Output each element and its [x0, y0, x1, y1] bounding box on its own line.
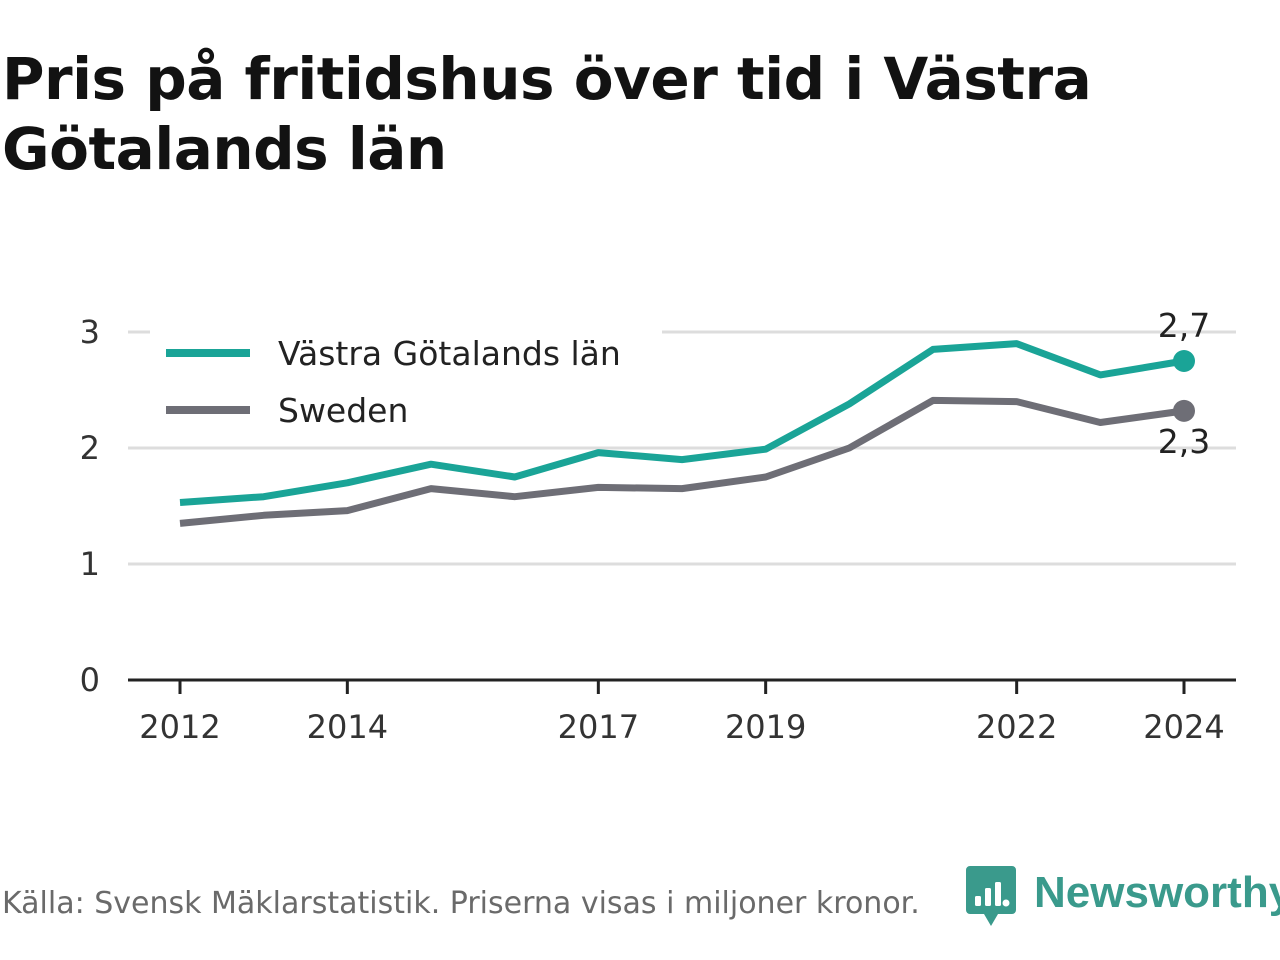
line-chart: 0 1 2 3 2012 2014 2017 2019 2022 2024 Västra Göta… — [80, 306, 1236, 746]
legend-label: Västra Götalands län — [278, 334, 621, 373]
end-value-label: 2,3 — [1158, 422, 1210, 461]
brand-name: Newsworthy — [1034, 868, 1280, 917]
x-tick-label: 2022 — [976, 708, 1057, 746]
legend: Västra Götalands län Sweden — [150, 322, 662, 436]
end-value-label: 2,7 — [1158, 306, 1210, 345]
y-tick-label: 1 — [80, 545, 100, 583]
legend-background — [150, 322, 662, 436]
y-tick-label: 3 — [80, 313, 100, 351]
series-line-0 — [179, 340, 1185, 506]
newsworthy-logo-icon — [966, 866, 1016, 926]
y-tick-label: 0 — [80, 661, 100, 699]
legend-label: Sweden — [278, 391, 408, 430]
end-labels: 2,7 2,3 — [1158, 306, 1210, 461]
series-line-1 — [179, 396, 1185, 527]
x-tick-label: 2024 — [1143, 708, 1224, 746]
brand-logo[interactable]: Newsworthy — [966, 866, 1280, 926]
data-point — [1173, 399, 1195, 422]
y-tick-label: 2 — [80, 429, 100, 467]
series-lines — [179, 340, 1195, 527]
x-tick-label: 2019 — [725, 708, 806, 746]
data-point — [1173, 350, 1195, 372]
x-tick-label: 2017 — [558, 708, 639, 746]
axis: 0 1 2 3 2012 2014 2017 2019 2022 2024 — [80, 313, 1236, 746]
x-tick-label: 2014 — [307, 708, 388, 746]
x-tick-label: 2012 — [139, 708, 220, 746]
source-note: Källa: Svensk Mäklarstatistik. Priserna … — [2, 886, 920, 921]
chart-title: Pris på fritidshus över tid i Västra Göt… — [2, 45, 1092, 183]
